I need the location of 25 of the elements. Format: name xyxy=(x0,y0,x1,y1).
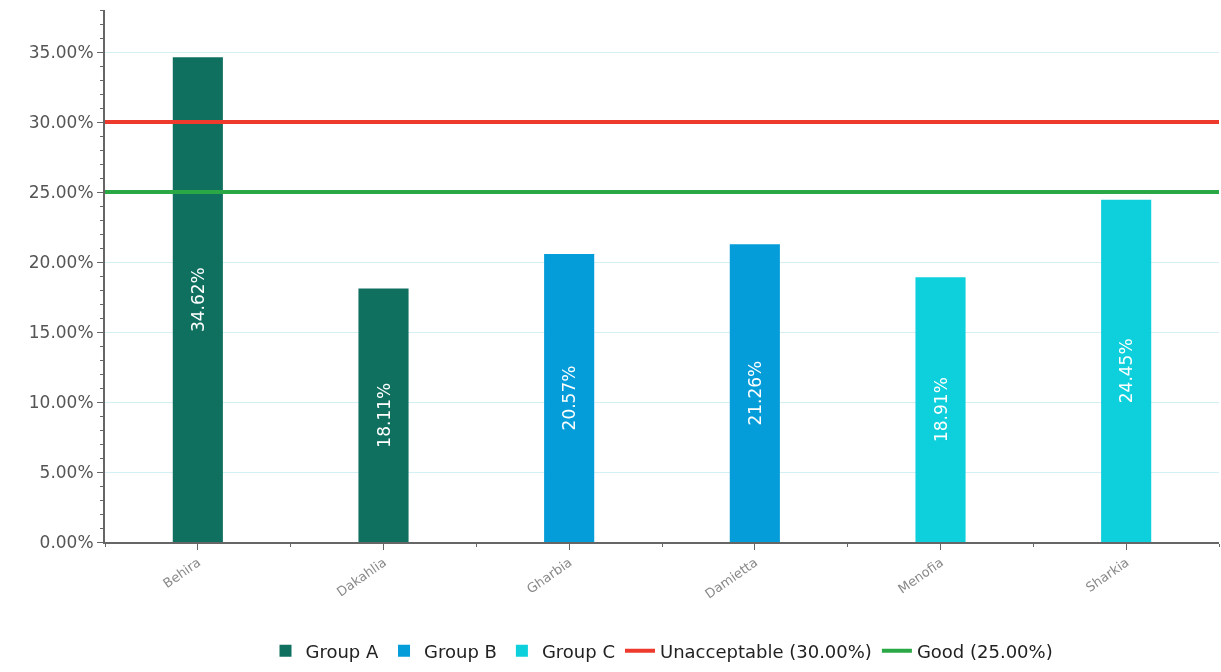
bar xyxy=(358,288,409,542)
data-label: 18.91% xyxy=(930,377,951,443)
y-tick-label: 10.00% xyxy=(28,391,94,412)
data-label: 20.57% xyxy=(559,365,580,431)
y-tick-label: 0.00% xyxy=(39,531,94,552)
legend-label: Unacceptable (30.00%) xyxy=(659,640,872,662)
y-tick-label: 5.00% xyxy=(39,461,94,482)
data-label: 21.26% xyxy=(744,360,765,426)
data-label: 18.11% xyxy=(373,382,394,448)
legend-label: Group A xyxy=(305,640,380,662)
y-tick-label: 30.00% xyxy=(28,111,94,132)
bar xyxy=(915,277,966,542)
legend-label: Group C xyxy=(541,640,615,662)
legend-label: Group B xyxy=(424,640,497,662)
y-tick-label: 15.00% xyxy=(28,321,94,342)
y-tick-label: 35.00% xyxy=(28,41,94,62)
bar xyxy=(729,244,780,542)
legend-label: Good (25.00%) xyxy=(916,640,1053,662)
bar xyxy=(1101,199,1152,542)
y-tick-label: 25.00% xyxy=(28,181,94,202)
y-tick-label: 20.00% xyxy=(28,251,94,272)
bar xyxy=(544,254,595,542)
bar xyxy=(172,57,223,542)
data-label: 24.45% xyxy=(1116,338,1137,404)
data-label: 34.62% xyxy=(187,267,208,333)
